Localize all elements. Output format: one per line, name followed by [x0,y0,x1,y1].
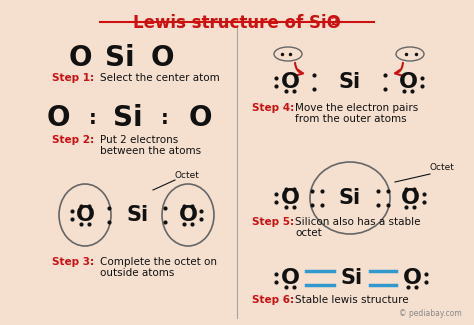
Text: O: O [179,205,198,225]
Text: Step 2:: Step 2: [52,135,94,145]
Text: octet: octet [295,228,322,238]
Text: Step 1:: Step 1: [52,73,94,83]
Text: Si: Si [339,72,361,92]
Text: O: O [401,188,419,208]
Text: Si: Si [113,104,143,132]
Text: O: O [68,44,92,72]
Text: Put 2 electrons: Put 2 electrons [100,135,178,145]
Text: Si: Si [105,44,135,72]
Text: Move the electron pairs: Move the electron pairs [295,103,418,113]
Text: O: O [46,104,70,132]
Text: O: O [75,205,94,225]
Text: Complete the octet on: Complete the octet on [100,257,217,267]
Text: between the atoms: between the atoms [100,146,201,156]
Text: :: : [89,109,97,127]
Text: O: O [150,44,174,72]
Text: Step 3:: Step 3: [52,257,94,267]
Text: 2: 2 [330,17,338,27]
Text: O: O [281,268,300,288]
Text: Si: Si [339,188,361,208]
Text: :: : [161,109,169,127]
Text: outside atoms: outside atoms [100,268,174,278]
Text: Octet: Octet [175,172,200,180]
Text: from the outer atoms: from the outer atoms [295,114,407,124]
Text: Lewis structure of SiO: Lewis structure of SiO [133,14,341,32]
Text: Step 4:: Step 4: [252,103,294,113]
Text: Si: Si [341,268,363,288]
Text: Stable lewis structure: Stable lewis structure [295,295,409,305]
Text: O: O [281,72,300,92]
Text: O: O [281,188,300,208]
Text: O: O [399,72,418,92]
Text: O: O [188,104,212,132]
Text: Step 5:: Step 5: [252,217,294,227]
Text: Select the center atom: Select the center atom [100,73,220,83]
Text: © pediabay.com: © pediabay.com [399,309,462,318]
Text: Silicon also has a stable: Silicon also has a stable [295,217,420,227]
Text: Si: Si [127,205,149,225]
Text: Octet: Octet [430,163,455,173]
Text: O: O [402,268,421,288]
Text: Step 6:: Step 6: [252,295,294,305]
